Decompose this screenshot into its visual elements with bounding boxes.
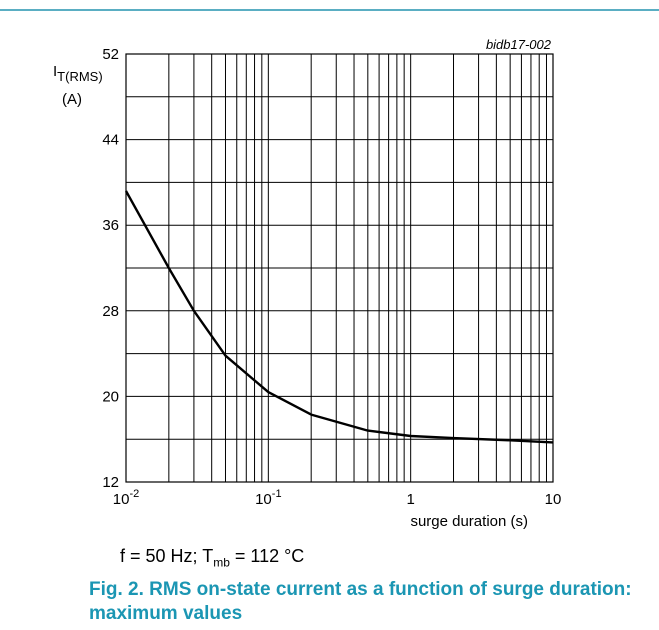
x-tick-label: 10 (545, 491, 562, 508)
x-tick-label: 10-2 (113, 488, 139, 508)
y-axis-unit: (A) (62, 91, 82, 108)
figure-caption: Fig. 2. RMS on-state current as a functi… (89, 579, 632, 624)
x-tick-labels: 10-2 10-1 1 10 (113, 488, 562, 508)
x-tick-label: 1 (406, 491, 414, 508)
surge-current-chart: 12 20 28 36 44 52 10-2 10-1 1 10 bidb17-002 IT(R… (53, 37, 562, 530)
y-tick-label: 52 (102, 46, 119, 63)
y-tick-label: 20 (102, 388, 119, 405)
y-tick-label: 36 (102, 217, 119, 234)
y-tick-label: 12 (102, 474, 119, 491)
y-axis-label: IT(RMS) (53, 63, 103, 84)
y-tick-labels: 12 20 28 36 44 52 (102, 46, 119, 491)
chart-curve-layer (124, 190, 554, 444)
x-tick-label: 10-1 (255, 488, 281, 508)
chart-grid (125, 53, 554, 483)
top-divider (0, 9, 659, 11)
series-line (124, 190, 554, 444)
y-tick-label: 44 (102, 132, 119, 149)
plot-frame (125, 53, 554, 483)
x-axis-label: surge duration (s) (410, 513, 528, 530)
test-conditions: f = 50 Hz; Tmb = 112 °C (120, 546, 305, 570)
y-tick-label: 28 (102, 303, 119, 320)
figure-ref-code: bidb17-002 (486, 37, 552, 52)
